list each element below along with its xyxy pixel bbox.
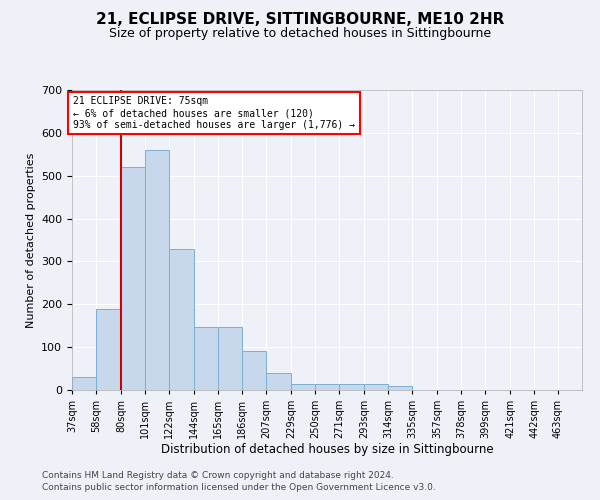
Bar — [96, 308, 121, 390]
Bar — [291, 384, 315, 390]
Bar — [266, 373, 291, 390]
Bar — [121, 167, 145, 390]
Text: Distribution of detached houses by size in Sittingbourne: Distribution of detached houses by size … — [161, 442, 493, 456]
Bar — [364, 384, 388, 390]
Text: Contains HM Land Registry data © Crown copyright and database right 2024.: Contains HM Land Registry data © Crown c… — [42, 471, 394, 480]
Bar — [242, 352, 266, 390]
Text: Contains public sector information licensed under the Open Government Licence v3: Contains public sector information licen… — [42, 484, 436, 492]
Text: 21, ECLIPSE DRIVE, SITTINGBOURNE, ME10 2HR: 21, ECLIPSE DRIVE, SITTINGBOURNE, ME10 2… — [96, 12, 504, 28]
Text: 21 ECLIPSE DRIVE: 75sqm
← 6% of detached houses are smaller (120)
93% of semi-de: 21 ECLIPSE DRIVE: 75sqm ← 6% of detached… — [73, 96, 355, 130]
Bar — [194, 326, 218, 390]
Bar — [218, 326, 242, 390]
Text: Size of property relative to detached houses in Sittingbourne: Size of property relative to detached ho… — [109, 28, 491, 40]
Bar — [145, 150, 169, 390]
Bar — [388, 386, 412, 390]
Y-axis label: Number of detached properties: Number of detached properties — [26, 152, 35, 328]
Bar — [169, 248, 194, 390]
Bar — [72, 377, 96, 390]
Bar — [315, 384, 339, 390]
Bar — [339, 384, 364, 390]
